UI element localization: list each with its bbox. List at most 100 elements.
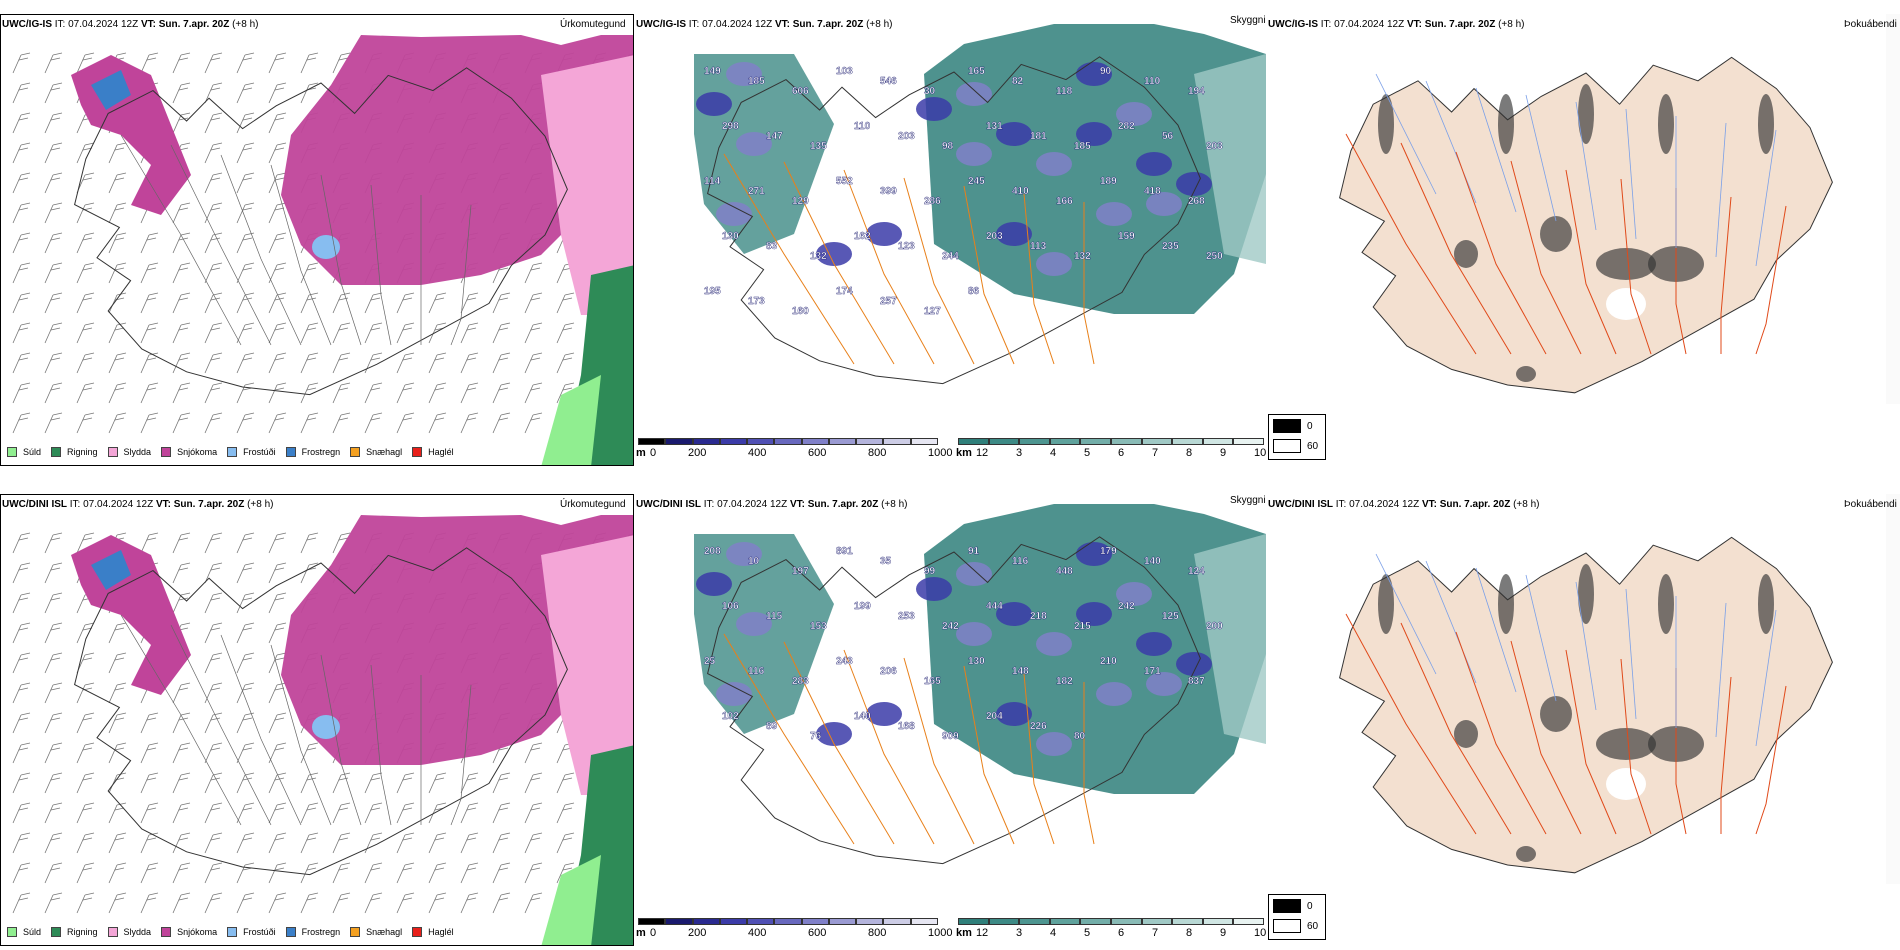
cloud-base-label: 200 — [1206, 621, 1223, 632]
legend-item: Frostregn — [285, 927, 341, 937]
cloud-base-label: 199 — [854, 601, 871, 612]
cloud-base-label: 160 — [792, 306, 809, 317]
drizzle-area — [541, 855, 601, 945]
wind-barb — [300, 742, 319, 764]
legend-swatch — [412, 447, 423, 457]
wind-barb — [76, 322, 95, 344]
wind-barb — [524, 262, 543, 284]
wind-barb — [172, 262, 191, 284]
cloud-base-blob — [1146, 192, 1182, 216]
cloud-base-label: 208 — [704, 546, 721, 557]
legend-swatch — [285, 447, 296, 457]
cloud-base-label: 130 — [722, 231, 739, 242]
cloud-base-blob — [956, 622, 992, 646]
wind-barb — [236, 142, 255, 164]
fog-index-area — [1578, 564, 1594, 624]
precip-legend-row1: Súld Rigning Slydda Snjókoma Frostúði Frostre… — [7, 447, 454, 457]
wind-barb — [460, 292, 479, 314]
wind-barb — [204, 682, 223, 704]
wind-barb — [268, 382, 287, 404]
wind-barb — [492, 832, 511, 854]
wind-barb — [332, 412, 351, 434]
colorbar-swatch — [747, 438, 775, 445]
fog-legend-swatch — [1273, 439, 1301, 453]
wind-barb — [268, 712, 287, 734]
wind-barb — [300, 862, 319, 884]
road-line — [1083, 202, 1095, 365]
snow-area-nw — [71, 535, 191, 695]
cloud-base-blob — [866, 702, 902, 726]
cloud-base-blob — [956, 142, 992, 166]
lead-time: (+8 h) — [244, 499, 274, 510]
legend-label: Rigning — [67, 927, 98, 937]
legend-item: Rigning — [51, 447, 98, 457]
wind-barb — [204, 622, 223, 644]
wind-barb — [428, 412, 447, 434]
wind-barb — [172, 832, 191, 854]
wind-barb — [396, 802, 415, 824]
river-line — [1755, 609, 1777, 747]
colorbar-swatch — [828, 918, 857, 925]
colorbar-swatch — [910, 918, 938, 925]
legend-swatch — [7, 447, 17, 457]
colorbar-swatch — [988, 438, 1020, 445]
colorbar-tick: 7 — [1152, 447, 1159, 459]
wind-barb — [140, 802, 159, 824]
colorbar-tick: 8 — [1186, 447, 1193, 459]
wind-barb — [364, 772, 383, 794]
wind-barb — [12, 382, 31, 404]
wind-barb — [172, 592, 191, 614]
wind-barb — [556, 352, 575, 374]
wind-barb — [556, 772, 575, 794]
road-line — [963, 665, 1015, 845]
wind-barb — [204, 352, 223, 374]
legend-item: Súld — [7, 927, 41, 937]
wind-barb — [76, 742, 95, 764]
cloud-base-label: 203 — [1206, 141, 1223, 152]
wind-barb — [12, 352, 31, 374]
road-line — [270, 164, 332, 346]
drizzle-area — [541, 375, 601, 465]
river-line — [1475, 567, 1517, 693]
legend-label: Frostregn — [301, 927, 341, 937]
wind-barb — [524, 742, 543, 764]
wind-barb — [108, 682, 127, 704]
wind-barb — [524, 862, 543, 884]
cloud-base-label: 203 — [898, 131, 915, 142]
wind-barb — [76, 532, 95, 554]
wind-barb — [268, 532, 287, 554]
legend-label: Snjókoma — [177, 447, 218, 457]
cloud-base-label: 606 — [792, 86, 809, 97]
wind-barb — [44, 202, 63, 224]
cloud-base-label: 552 — [836, 176, 853, 187]
wind-barb — [108, 802, 127, 824]
wind-barb — [332, 382, 351, 404]
river-line — [1625, 588, 1637, 720]
wind-barb — [332, 52, 351, 74]
colorbar-unit: km — [956, 927, 972, 939]
colorbar-swatch — [638, 918, 666, 925]
wind-barb — [268, 82, 287, 104]
cloud-base-label: 174 — [836, 286, 853, 297]
wind-barb — [108, 172, 127, 194]
wind-barb — [12, 622, 31, 644]
road-line — [120, 614, 242, 826]
road-line — [963, 185, 1015, 365]
colorbar-swatch — [958, 918, 989, 925]
wind-barb — [76, 352, 95, 374]
wind-barb — [492, 322, 511, 344]
colorbar-swatch — [910, 438, 938, 445]
colorbar-swatch — [665, 438, 693, 445]
fog-panel-row2 — [1266, 494, 1900, 946]
wind-barb — [428, 862, 447, 884]
wind-barb — [428, 772, 447, 794]
legend-label: Súld — [23, 927, 42, 937]
fog-legend-swatch — [1273, 419, 1301, 433]
cloud-base-blob — [736, 132, 772, 156]
wind-barb — [268, 862, 287, 884]
wind-barb — [364, 892, 383, 914]
cloud-base-label: 283 — [792, 676, 809, 687]
wind-barb — [300, 352, 319, 374]
road-line — [843, 169, 935, 365]
cloud-base-blob — [956, 562, 992, 586]
